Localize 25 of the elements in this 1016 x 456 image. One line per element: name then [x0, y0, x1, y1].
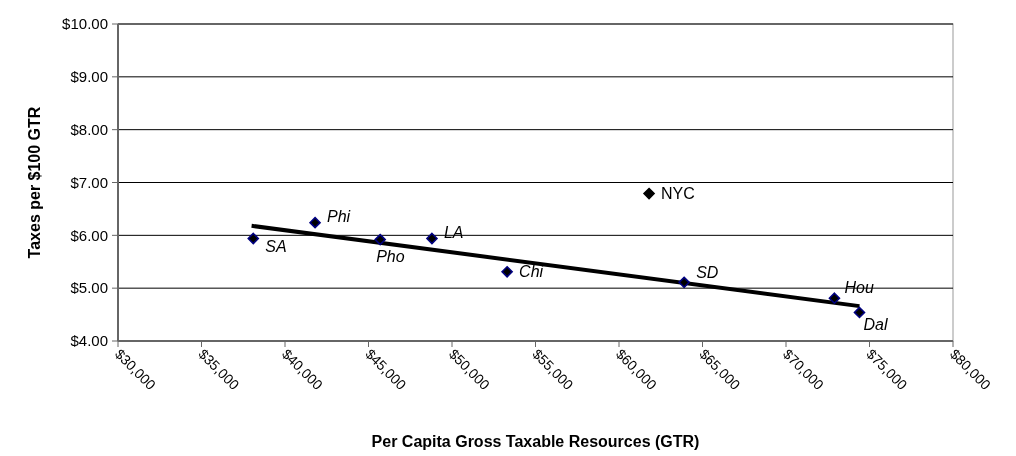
point [678, 276, 690, 289]
point [828, 292, 841, 305]
y-tick-label: $7.00 [70, 173, 108, 191]
data-label: SA [265, 237, 287, 255]
y-tick-label: $9.00 [70, 68, 108, 86]
y-tick-label: $6.00 [70, 226, 108, 244]
point [309, 216, 321, 229]
y-tick-label: $10.00 [62, 15, 108, 33]
y-axis-title: Taxes per $100 GTR [26, 106, 43, 259]
point [247, 232, 260, 245]
data-label: Dal [863, 316, 888, 334]
data-label: Pho [376, 247, 405, 265]
point [426, 232, 438, 245]
y-tick-label: $8.00 [70, 120, 108, 138]
y-tick-label: $4.00 [70, 332, 108, 350]
point [643, 187, 655, 200]
point [374, 233, 386, 246]
point [853, 306, 866, 319]
x-axis-title: Per Capita Gross Taxable Resources (GTR) [371, 433, 700, 450]
data-label: SD [696, 264, 719, 282]
data-label: Phi [327, 207, 351, 225]
y-tick-label: $5.00 [70, 279, 108, 297]
point [501, 265, 513, 278]
data-label: Chi [519, 262, 544, 280]
data-label: NYC [661, 184, 695, 202]
